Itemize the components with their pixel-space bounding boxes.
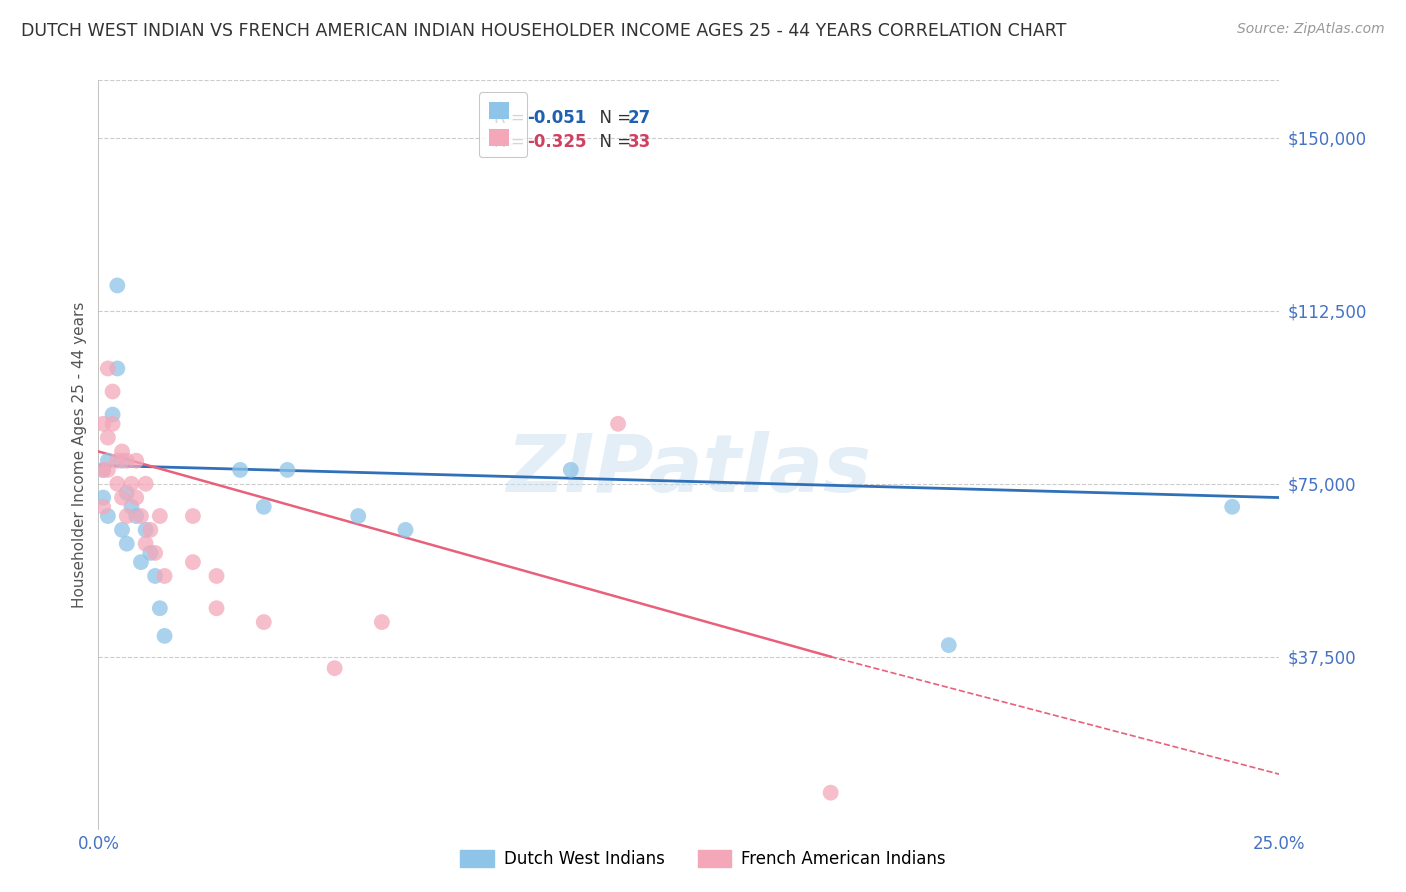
Point — [105, 476, 128, 491]
Point — [111, 444, 134, 458]
Point — [105, 453, 128, 467]
Point — [181, 508, 204, 523]
Point — [153, 629, 176, 643]
Point — [91, 491, 114, 505]
Point — [253, 615, 276, 629]
Text: DUTCH WEST INDIAN VS FRENCH AMERICAN INDIAN HOUSEHOLDER INCOME AGES 25 - 44 YEAR: DUTCH WEST INDIAN VS FRENCH AMERICAN IND… — [21, 22, 1067, 40]
Point — [560, 463, 582, 477]
Point — [347, 508, 370, 523]
Point — [121, 500, 143, 514]
Text: R =: R = — [494, 133, 530, 151]
Point — [323, 661, 346, 675]
Point — [143, 546, 166, 560]
Point — [1220, 500, 1243, 514]
Point — [129, 555, 152, 569]
Point — [101, 384, 124, 399]
Point — [149, 508, 172, 523]
Point — [105, 361, 128, 376]
Text: 27: 27 — [627, 109, 651, 127]
Point — [125, 491, 148, 505]
Point — [181, 555, 204, 569]
Point — [115, 453, 138, 467]
Text: N =: N = — [589, 109, 636, 127]
Text: ZIPatlas: ZIPatlas — [506, 431, 872, 509]
Point — [149, 601, 172, 615]
Point — [97, 361, 120, 376]
Point — [371, 615, 394, 629]
Point — [91, 463, 114, 477]
Point — [153, 569, 176, 583]
Point — [121, 476, 143, 491]
Point — [91, 463, 114, 477]
Point — [111, 523, 134, 537]
Legend: Dutch West Indians, French American Indians: Dutch West Indians, French American Indi… — [454, 843, 952, 875]
Point — [91, 417, 114, 431]
Point — [229, 463, 252, 477]
Point — [115, 486, 138, 500]
Point — [205, 601, 228, 615]
Point — [139, 546, 162, 560]
Point — [820, 786, 842, 800]
Point — [105, 278, 128, 293]
Point — [111, 453, 134, 467]
Point — [607, 417, 630, 431]
Point — [135, 476, 157, 491]
Text: Source: ZipAtlas.com: Source: ZipAtlas.com — [1237, 22, 1385, 37]
Point — [938, 638, 960, 652]
Text: R =: R = — [494, 109, 530, 127]
Point — [125, 508, 148, 523]
Text: 33: 33 — [627, 133, 651, 151]
Text: -0.051: -0.051 — [527, 109, 586, 127]
Point — [97, 508, 120, 523]
Text: N =: N = — [589, 133, 636, 151]
Point — [125, 453, 148, 467]
Point — [101, 417, 124, 431]
Point — [97, 453, 120, 467]
Point — [205, 569, 228, 583]
Point — [143, 569, 166, 583]
Point — [115, 537, 138, 551]
Point — [253, 500, 276, 514]
Point — [394, 523, 416, 537]
Point — [97, 463, 120, 477]
Point — [129, 508, 152, 523]
Point — [91, 500, 114, 514]
Point — [97, 431, 120, 445]
Point — [139, 523, 162, 537]
Point — [135, 537, 157, 551]
Point — [115, 508, 138, 523]
Point — [276, 463, 298, 477]
Text: -0.325: -0.325 — [527, 133, 586, 151]
Y-axis label: Householder Income Ages 25 - 44 years: Householder Income Ages 25 - 44 years — [72, 301, 87, 608]
Point — [135, 523, 157, 537]
Legend: , : , — [479, 93, 527, 157]
Point — [111, 491, 134, 505]
Point — [101, 408, 124, 422]
